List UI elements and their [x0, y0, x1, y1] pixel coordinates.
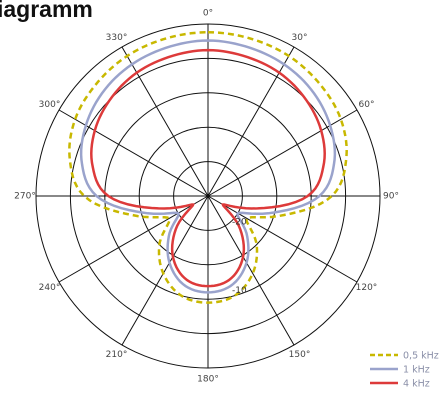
angle-label: 180° — [197, 375, 219, 385]
series-1-khz — [79, 39, 337, 294]
angle-label: 270° — [14, 192, 36, 202]
angle-label: 120° — [356, 283, 378, 293]
grid-spoke-inner — [207, 195, 226, 227]
angle-labels: 0° 30° 60° 90° 120° 150° 180° 210° 240° 270° 300° 3… — [14, 9, 399, 385]
grid-spoke — [237, 109, 358, 180]
grid-spoke — [58, 212, 179, 283]
angle-label: 60° — [359, 100, 375, 110]
grid-spoke — [121, 46, 192, 167]
angle-label: 150° — [289, 350, 311, 360]
grid-spoke — [237, 212, 358, 283]
series-layer — [68, 31, 348, 304]
legend-label: 1 kHz — [403, 365, 430, 376]
grid-spoke — [121, 225, 192, 346]
grid-spoke-inner — [177, 178, 209, 197]
angle-label: 330° — [106, 33, 128, 43]
series-0-5-khz — [68, 31, 348, 304]
chart-title: iagramm — [0, 0, 93, 22]
angle-label: 90° — [383, 192, 399, 202]
grid-spoke — [58, 109, 179, 180]
grid-spoke — [224, 225, 295, 346]
grid-spoke-inner — [207, 178, 239, 197]
grid-spoke — [224, 46, 295, 167]
angle-label: 210° — [106, 350, 128, 360]
angle-label: 30° — [292, 33, 308, 43]
ring-label: -20 — [232, 217, 247, 227]
series-4-khz — [90, 48, 326, 288]
angle-label: 300° — [39, 100, 61, 110]
grid-spoke-inner — [190, 165, 209, 197]
angle-label: 0° — [203, 9, 213, 19]
angle-label: 240° — [39, 283, 61, 293]
legend-label: 0,5 kHz — [403, 351, 439, 362]
ring-labels: -20 -10 — [232, 217, 247, 296]
legend-label: 4 kHz — [403, 379, 430, 390]
grid-spoke-inner — [190, 195, 209, 227]
legend: 0,5 kHz 1 kHz 4 kHz — [370, 351, 439, 390]
ring-label: -10 — [232, 286, 247, 296]
grid-spoke-inner — [207, 165, 226, 197]
grid-spokes — [36, 24, 380, 368]
